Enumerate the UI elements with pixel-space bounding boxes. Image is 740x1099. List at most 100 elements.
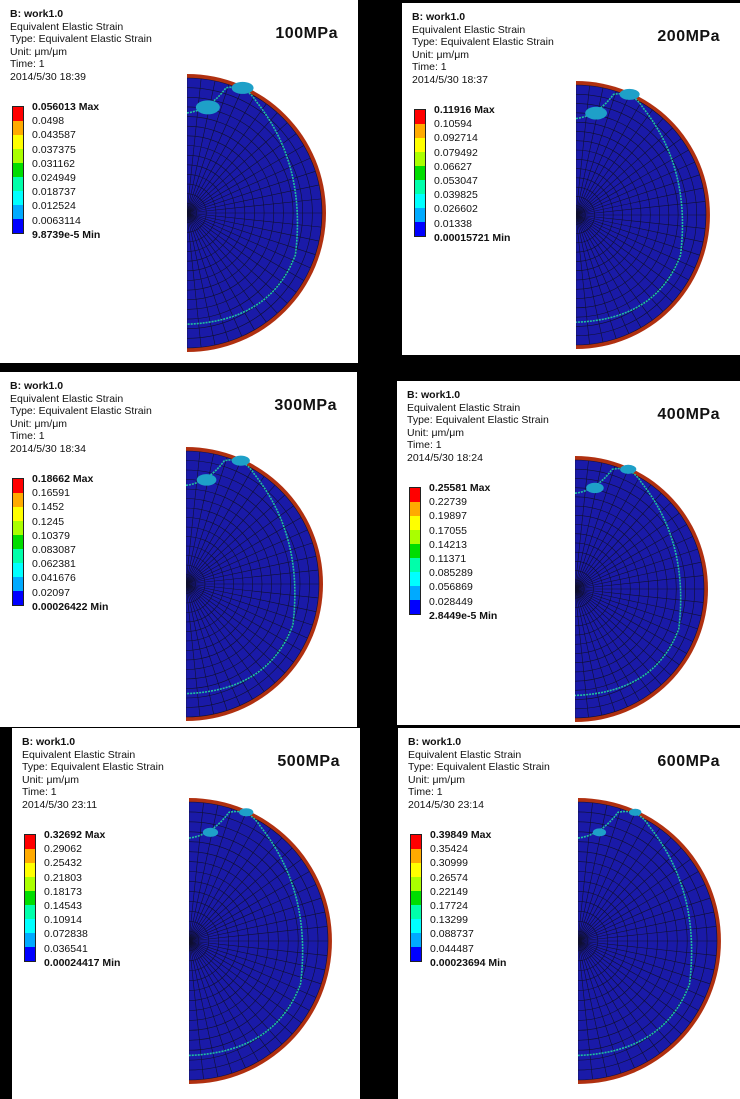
mesh-radial-line	[187, 212, 255, 331]
result-panel: B: work1.0 Equivalent Elastic Strain Typ…	[402, 3, 740, 355]
strain-hotspot	[629, 808, 642, 816]
legend-swatch	[415, 208, 425, 222]
mesh-radial-line	[576, 138, 682, 216]
mesh-radial-line	[578, 837, 672, 942]
result-time: Time: 1	[22, 786, 57, 799]
legend-swatch	[410, 516, 420, 530]
mesh-radial-line	[576, 96, 630, 216]
result-date: 2014/5/30 18:34	[10, 442, 86, 455]
legend-value: 0.062381	[32, 558, 76, 571]
strain-hotspot	[239, 808, 254, 817]
mesh-radial-line	[578, 940, 691, 1023]
mesh-radial-line	[189, 940, 259, 1062]
legend-value: 0.00023694 Min	[430, 956, 507, 969]
legend-value: 0.25581 Max	[429, 482, 491, 494]
result-date: 2014/5/30 18:37	[412, 73, 488, 86]
legend-value: 0.041676	[32, 572, 76, 585]
mesh-radial-line	[578, 940, 699, 1011]
legend-swatch	[13, 219, 23, 233]
legend-swatch	[411, 919, 421, 933]
legend-value: 0.018737	[32, 186, 76, 199]
legend-value: 0.32692 Max	[44, 829, 106, 841]
legend-swatch	[13, 107, 23, 121]
legend-value: 0.21803	[44, 871, 82, 884]
mesh-radial-line	[189, 820, 259, 942]
mesh-radial-line	[186, 468, 253, 585]
mesh-radial-line	[187, 145, 305, 214]
mesh-radial-line	[575, 477, 640, 590]
result-unit: Unit: μm/μm	[10, 417, 68, 430]
mesh-radial-line	[575, 484, 652, 590]
mesh-radial-line	[186, 583, 276, 684]
legend-value: 0.35424	[430, 843, 468, 856]
result-panel: B: work1.0 Equivalent Elastic Strain Typ…	[12, 728, 360, 1099]
mesh-radial-line	[189, 837, 283, 942]
mesh-radial-line	[578, 940, 593, 1080]
legend-value: 0.00026422 Min	[32, 600, 109, 613]
strain-hotspot	[231, 81, 254, 94]
pressure-label: 100MPa	[275, 25, 338, 42]
strain-hotspot	[202, 827, 219, 837]
legend-value: 0.00015721 Min	[434, 231, 511, 244]
mesh-radial-line	[186, 583, 302, 651]
legend-color-bar	[24, 834, 36, 962]
mesh-radial-line	[576, 214, 682, 292]
legend-color-bar	[409, 487, 421, 615]
result-type: Type: Equivalent Elastic Strain	[10, 33, 152, 46]
legend-value: 0.16591	[32, 487, 70, 500]
mesh-radial-line	[576, 127, 673, 216]
legend-color-bar	[12, 106, 24, 234]
mesh-radial-line	[575, 512, 680, 590]
legend-swatch	[13, 205, 23, 219]
legend-value: 0.10594	[434, 118, 472, 131]
legend-value: 2.8449e-5 Min	[429, 609, 498, 622]
mesh-radial-line	[576, 187, 704, 216]
mesh-radial-line	[186, 583, 308, 639]
result-date: 2014/5/30 23:11	[22, 798, 98, 811]
legend-value: 0.037375	[32, 143, 76, 156]
mesh-radial-line	[578, 808, 622, 942]
mesh-radial-line	[576, 214, 700, 256]
mesh-radial-line	[575, 588, 680, 666]
legend-swatch	[25, 849, 35, 863]
mesh-radial-line	[187, 212, 322, 228]
mesh-radial-line	[578, 802, 593, 942]
result-header: B: work1.0 Equivalent Elastic Strain Typ…	[22, 736, 164, 812]
result-name: Equivalent Elastic Strain	[10, 20, 124, 33]
legend-value: 0.085289	[429, 567, 473, 580]
legend-swatch	[411, 877, 421, 891]
mesh-radial-line	[578, 940, 717, 956]
result-panel: B: work1.0 Equivalent Elastic Strain Typ…	[0, 0, 358, 363]
mesh-radial-line	[578, 940, 672, 1045]
legend-values: 0.18662 Max 0.16591 0.1452 0.1245 0.10379 0.0…	[32, 472, 108, 614]
legend-value: 0.14543	[44, 900, 82, 913]
legend-swatch	[13, 135, 23, 149]
mesh-radial-line	[576, 201, 706, 216]
interface-band	[189, 810, 304, 1057]
mesh-radial-line	[187, 170, 316, 214]
legend-swatch	[410, 502, 420, 516]
result-name: Equivalent Elastic Strain	[22, 748, 136, 761]
mesh-radial-line	[576, 214, 689, 281]
legend-value: 0.14213	[429, 538, 467, 551]
legend-swatch	[411, 891, 421, 905]
legend-value: 0.00024417 Min	[44, 956, 121, 969]
mesh-radial-line	[186, 583, 253, 700]
result-header: B: work1.0 Equivalent Elastic Strain Typ…	[408, 736, 550, 812]
legend-values: 0.32692 Max 0.29062 0.25432 0.21803 0.18173 0…	[44, 828, 120, 970]
pressure-label: 500MPa	[277, 753, 340, 770]
mesh-radial-line	[187, 212, 267, 323]
result-title: B: work1.0	[408, 736, 462, 748]
mesh-radial-line	[187, 78, 202, 214]
mesh-radial-line	[578, 828, 660, 942]
legend-swatch	[415, 194, 425, 208]
legend-swatch	[13, 591, 23, 605]
strain-hotspot	[619, 88, 640, 100]
legend-value: 0.29062	[44, 843, 82, 856]
legend-value: 0.028449	[429, 595, 473, 608]
legend-value: 0.024949	[32, 172, 76, 185]
mesh-radial-line	[576, 214, 617, 339]
mesh-radial-line	[189, 897, 322, 942]
legend-values: 0.25581 Max 0.22739 0.19897 0.17055 0.14213 0…	[429, 481, 497, 623]
legend-value: 0.083087	[32, 544, 76, 557]
